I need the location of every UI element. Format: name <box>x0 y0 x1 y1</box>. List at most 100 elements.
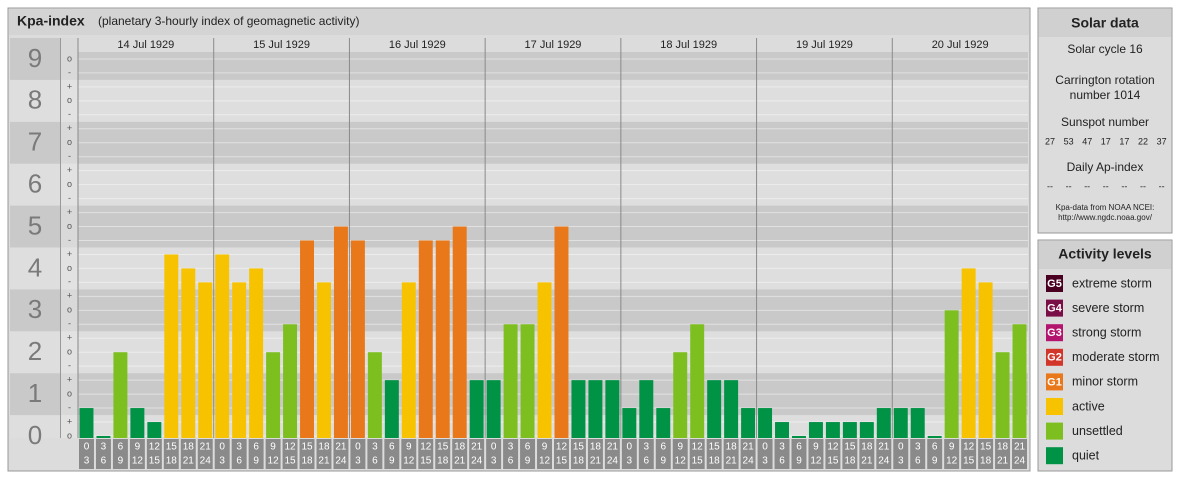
hour-label: 12 <box>284 442 296 453</box>
hour-box <box>740 439 756 469</box>
level-band <box>10 163 1028 206</box>
solar-panel <box>1037 7 1173 234</box>
legend-label: unsettled <box>1072 424 1123 438</box>
carrington: number 1014 <box>1070 88 1141 102</box>
hour-box <box>435 439 451 469</box>
hour-box <box>893 439 909 469</box>
bar <box>910 408 925 438</box>
hour-label: 21 <box>335 442 347 453</box>
legend-swatch <box>1046 324 1063 342</box>
minor-tick-label: o <box>67 53 72 63</box>
minor-tick-label: + <box>67 81 72 91</box>
date-label: 20 Jul 1929 <box>932 39 989 51</box>
bar <box>927 436 942 438</box>
hour-label: 9 <box>270 442 276 453</box>
legend-label: moderate storm <box>1072 350 1160 364</box>
hour-label: 6 <box>101 456 107 467</box>
hour-label: 3 <box>84 456 90 467</box>
date-label: 14 Jul 1929 <box>117 39 174 51</box>
hour-box <box>791 439 807 469</box>
hour-label: 0 <box>491 442 497 453</box>
hour-label: 3 <box>219 456 225 467</box>
sunspot-value: 47 <box>1082 136 1092 146</box>
hour-box <box>180 439 196 469</box>
hour-label: 3 <box>779 442 785 453</box>
hour-label: 15 <box>573 442 585 453</box>
sunspot-value: 37 <box>1157 136 1167 146</box>
minor-tick-label: - <box>68 67 71 77</box>
hour-label: 3 <box>898 456 904 467</box>
bar <box>96 436 111 438</box>
hour-box <box>316 439 332 469</box>
minor-tick-label: o <box>67 263 72 273</box>
hour-label: 24 <box>471 456 483 467</box>
bar <box>859 422 874 438</box>
hour-label: 18 <box>844 456 856 467</box>
hour-label: 18 <box>861 442 873 453</box>
minor-tick-label: + <box>67 416 72 426</box>
bar <box>758 408 773 438</box>
bar <box>707 380 722 438</box>
hour-box <box>723 439 739 469</box>
bar <box>520 324 535 438</box>
bar <box>978 282 993 438</box>
hour-label: 3 <box>627 456 633 467</box>
bar <box>249 268 264 438</box>
hour-box <box>978 439 994 469</box>
solar-cycle: Solar cycle 16 <box>1067 42 1143 56</box>
hour-label: 18 <box>709 456 721 467</box>
bar <box>571 380 586 438</box>
hour-box <box>570 439 586 469</box>
hour-label: 24 <box>335 456 347 467</box>
hour-box <box>655 439 671 469</box>
solar-title: Solar data <box>1071 15 1139 31</box>
minor-tick-label: o <box>67 430 72 440</box>
level-band <box>10 415 1028 438</box>
hour-label: 9 <box>932 456 938 467</box>
hour-label: 9 <box>389 456 395 467</box>
hour-label: 9 <box>253 456 259 467</box>
legend-badge: G1 <box>1047 376 1062 388</box>
hour-label: 0 <box>84 442 90 453</box>
bar <box>690 324 705 438</box>
hour-label: 9 <box>135 442 141 453</box>
level-band <box>10 373 1028 416</box>
minor-tick-label: + <box>67 165 72 175</box>
level-band <box>10 289 1028 332</box>
hour-box <box>554 439 569 469</box>
hour-label: 9 <box>660 456 666 467</box>
hour-box <box>401 439 417 469</box>
hour-box <box>876 439 892 469</box>
hour-label: 6 <box>508 456 514 467</box>
hour-box <box>689 439 705 469</box>
hour-label: 12 <box>963 442 975 453</box>
hour-box <box>418 439 434 469</box>
level-band <box>10 121 1028 164</box>
hour-label: 12 <box>946 456 958 467</box>
bar <box>435 240 450 438</box>
legend-label: extreme storm <box>1072 276 1152 290</box>
y-tick-label: 1 <box>28 378 42 408</box>
bar <box>808 422 823 438</box>
hour-box <box>197 439 213 469</box>
minor-tick-label: o <box>67 305 72 315</box>
hour-label: 6 <box>644 456 650 467</box>
legend-swatch <box>1046 398 1063 415</box>
hour-box <box>774 439 790 469</box>
hour-label: 9 <box>118 456 124 467</box>
hour-label: 3 <box>355 456 361 467</box>
chart-subtitle: (planetary 3-hourly index of geomagnetic… <box>98 14 359 28</box>
y-tick-label: 2 <box>28 336 42 366</box>
bar <box>147 422 162 438</box>
minor-tick-label: - <box>68 277 71 287</box>
ap-value: -- <box>1103 181 1109 191</box>
legend-label: minor storm <box>1072 375 1138 389</box>
hour-box <box>282 439 298 469</box>
hour-box <box>112 439 128 469</box>
hour-box <box>79 439 94 469</box>
minor-tick-label: - <box>68 193 71 203</box>
hour-label: 12 <box>420 442 432 453</box>
hour-label: 21 <box>743 442 755 453</box>
sunspot-value: 22 <box>1138 136 1148 146</box>
bar <box>741 408 756 438</box>
